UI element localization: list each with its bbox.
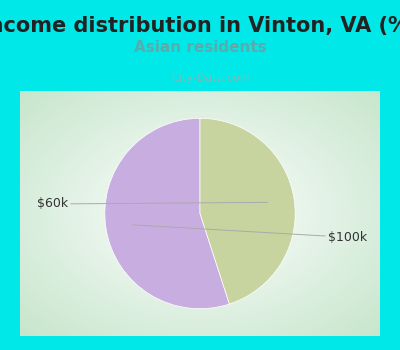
Text: Income distribution in Vinton, VA (%): Income distribution in Vinton, VA (%) <box>0 16 400 36</box>
Wedge shape <box>105 118 230 309</box>
Text: $100k: $100k <box>132 225 367 244</box>
Wedge shape <box>200 118 295 304</box>
Text: City-Data.com: City-Data.com <box>172 72 251 83</box>
Text: $60k: $60k <box>37 197 268 210</box>
Text: Asian residents: Asian residents <box>134 40 266 55</box>
